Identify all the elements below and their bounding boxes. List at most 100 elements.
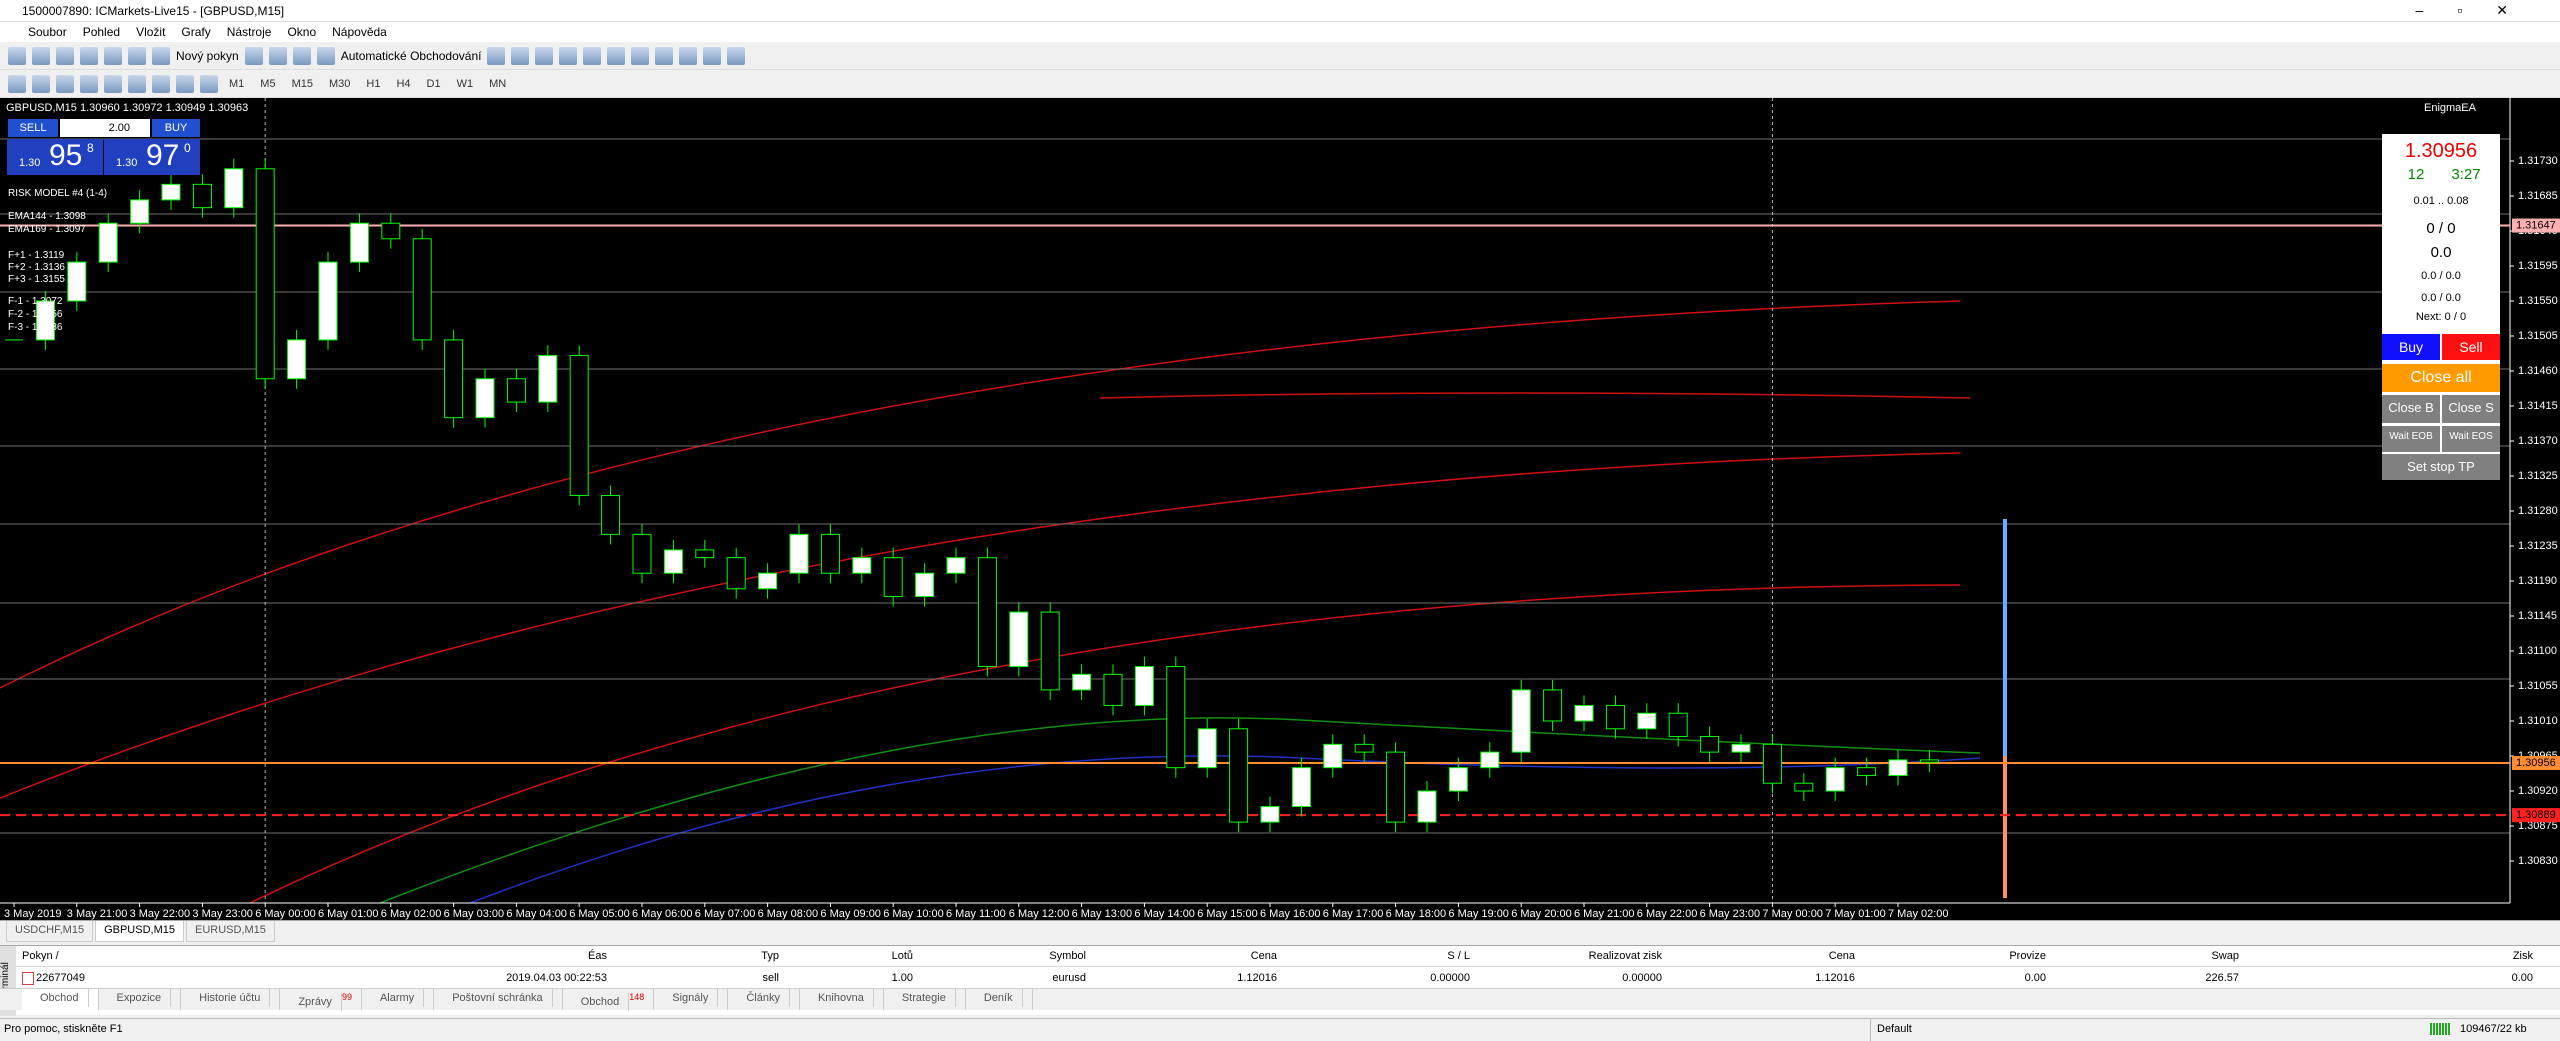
indicator-label: RISK MODEL #4 (1-4)	[8, 188, 108, 199]
y-tick-label: 1.31730	[2518, 155, 2558, 167]
chart-tab[interactable]: EURUSD,M15	[186, 921, 275, 942]
terminal-tab[interactable]: Zprávy 99	[280, 989, 362, 1011]
terminal-tab[interactable]: Historie účtu	[181, 989, 281, 1010]
x-tick-label: 6 May 07:00	[695, 908, 756, 920]
x-tick-label: 6 May 05:00	[569, 908, 630, 920]
terminal-tab[interactable]: Deník	[966, 989, 1033, 1010]
candle	[444, 339, 464, 419]
terminal-tab[interactable]: Obchod 148	[563, 989, 655, 1011]
y-tick-label: 1.31460	[2518, 365, 2558, 377]
auto-trading-button[interactable]: Automatické Obchodování	[340, 48, 482, 63]
timeframe-button[interactable]: H1	[366, 77, 381, 90]
candle	[1511, 689, 1531, 753]
menu-item[interactable]: Nápověda	[332, 25, 387, 39]
ea-wait-eos[interactable]: Wait EOS	[2442, 426, 2500, 452]
timeframe-button[interactable]: W1	[456, 77, 474, 90]
column-header: S / L	[1447, 950, 1470, 962]
candle	[98, 222, 118, 263]
terminal-tab[interactable]: Expozice	[99, 989, 182, 1010]
table-cell: 0.00	[2024, 972, 2046, 984]
tab-label: Poštovní schránka	[443, 989, 553, 1007]
candle	[1700, 736, 1720, 753]
candle	[1354, 743, 1374, 753]
x-tick-label: 6 May 21:00	[1574, 908, 1635, 920]
menu-item[interactable]: Okno	[287, 25, 317, 39]
y-tick-label: 1.31505	[2518, 330, 2558, 342]
terminal-tab[interactable]: Signály	[654, 989, 729, 1010]
timeframe-button[interactable]: M5	[260, 77, 276, 90]
candle	[1448, 767, 1468, 792]
candle	[852, 557, 872, 574]
fib-label: F+1 - 1.3119	[8, 250, 65, 261]
table-cell[interactable]: 22677049	[36, 972, 85, 984]
timeframe-button[interactable]: H4	[396, 77, 411, 90]
column-header: Zisk	[2512, 950, 2533, 962]
terminal-tab[interactable]: Obchod	[22, 989, 99, 1010]
ea-close-b[interactable]: Close B	[2382, 395, 2440, 423]
bid-big: 95	[49, 139, 83, 172]
column-header: Symbol	[1049, 950, 1086, 962]
ea-sell[interactable]: Sell	[2442, 334, 2500, 360]
y-tick-label: 1.31370	[2518, 435, 2558, 447]
x-tick-label: 6 May 15:00	[1197, 908, 1258, 920]
row-icon	[22, 972, 34, 985]
x-tick-label: 6 May 17:00	[1323, 908, 1384, 920]
x-tick-label: 6 May 09:00	[820, 908, 881, 920]
candle	[318, 261, 338, 341]
chart-tab[interactable]: GBPUSD,M15	[95, 921, 184, 942]
buy-button[interactable]: BUY	[152, 119, 200, 137]
ea-wait-eob[interactable]: Wait EOB	[2382, 426, 2440, 452]
bid-box[interactable]: 1.30 95 8	[7, 139, 103, 175]
table-cell: 1.00	[891, 972, 913, 984]
fib-label: F-1 - 1.3072	[8, 296, 63, 307]
timeframe-button[interactable]: M30	[328, 77, 351, 90]
ea-timer: 3:27	[2451, 166, 2481, 183]
ea-positions: 0 / 0	[2426, 220, 2456, 237]
column-header: Cena	[1250, 950, 1277, 962]
candle	[1637, 712, 1657, 730]
menu-item[interactable]: Nástroje	[226, 25, 272, 39]
candle	[1260, 806, 1280, 823]
terminal-tab[interactable]: Články	[728, 989, 800, 1010]
y-tick-label: 1.31010	[2518, 715, 2558, 727]
ea-close-all[interactable]: Close all	[2382, 364, 2500, 392]
x-tick-label: 3 May 21:00	[67, 908, 128, 920]
x-tick-label: 6 May 06:00	[632, 908, 693, 920]
terminal-tab[interactable]: Alarmy	[362, 989, 435, 1010]
status-help: Pro pomoc, stiskněte F1	[4, 1023, 123, 1035]
menu-item[interactable]: Soubor	[28, 25, 67, 39]
candle	[1103, 673, 1123, 706]
window-controls[interactable]: –▫✕	[2415, 2, 2542, 18]
lots-input[interactable]: 2.00	[60, 119, 150, 137]
ask-box[interactable]: 1.30 97 0	[104, 139, 200, 175]
ea-buy[interactable]: Buy	[2382, 334, 2440, 360]
table-cell: 0.00	[2511, 972, 2533, 984]
timeframe-button[interactable]: MN	[489, 77, 507, 90]
indicator-label: EMA169 - 1.3097	[8, 224, 86, 235]
ea-price: 1.30956	[2404, 140, 2478, 162]
timeframe-button[interactable]: D1	[426, 77, 441, 90]
menu-item[interactable]: Pohled	[82, 25, 121, 39]
chart-tab[interactable]: USDCHF,M15	[6, 921, 94, 942]
sell-button[interactable]: SELL	[8, 119, 58, 137]
y-tick-label: 1.31235	[2518, 540, 2558, 552]
candle	[820, 533, 840, 574]
timeframe-button[interactable]: M15	[291, 77, 313, 90]
timeframe-button[interactable]: M1	[229, 77, 245, 90]
ea-set-stop[interactable]: Set stop TP	[2382, 454, 2500, 480]
menu-item[interactable]: Grafy	[181, 25, 211, 39]
ea-close-s[interactable]: Close S	[2442, 395, 2500, 423]
terminal-tab[interactable]: Knihovna	[800, 989, 884, 1010]
terminal-tab[interactable]: Strategie	[884, 989, 966, 1010]
x-tick-label: 6 May 13:00	[1072, 908, 1133, 920]
new-order-button[interactable]: Nový pokyn	[176, 48, 239, 63]
price-level-label: 1.31647	[2516, 219, 2556, 231]
terminal-tab[interactable]: Poštovní schránka	[434, 989, 563, 1010]
y-tick-label: 1.31100	[2518, 645, 2557, 657]
table-cell: 0.00000	[1430, 972, 1470, 984]
menu-item[interactable]: Vložit	[136, 25, 166, 39]
ea-next: Next: 0 / 0	[2415, 311, 2467, 323]
candle	[1166, 666, 1186, 769]
x-tick-label: 3 May 23:00	[192, 908, 253, 920]
candle	[789, 533, 809, 574]
